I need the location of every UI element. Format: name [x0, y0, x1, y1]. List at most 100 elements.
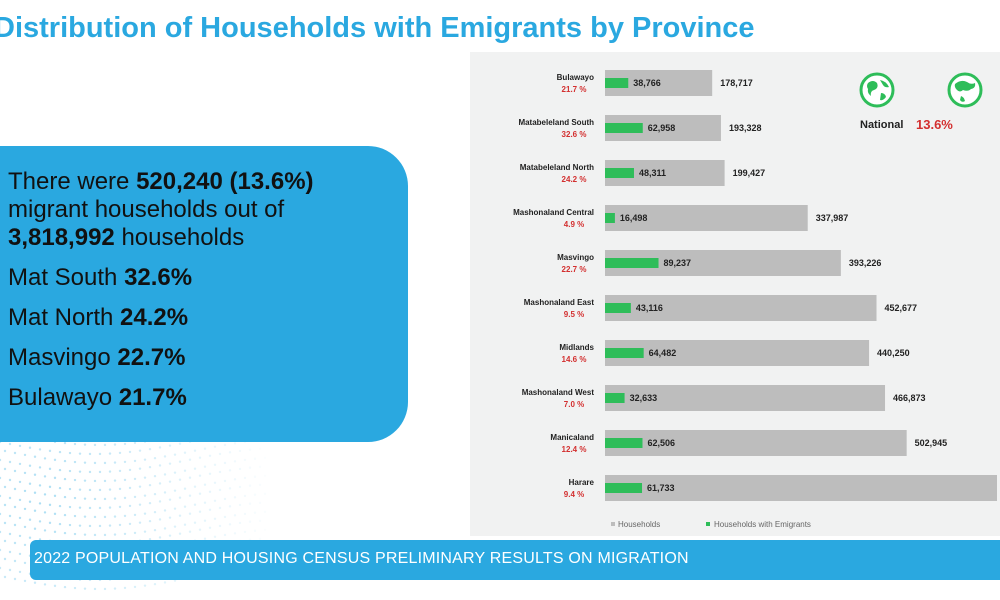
- decor-dot: [123, 514, 127, 518]
- decor-dot: [93, 587, 97, 591]
- decor-dot: [48, 485, 52, 489]
- category-percent: 24.2 %: [562, 175, 587, 184]
- footer-text: 2022 POPULATION AND HOUSING CENSUS PRELI…: [34, 550, 689, 567]
- category-label: Matabeleland South: [518, 118, 594, 127]
- decor-dot: [48, 503, 52, 507]
- decor-dot: [168, 480, 172, 483]
- decor-dot: [258, 519, 262, 523]
- decor-dot: [173, 507, 177, 510]
- decor-dot: [178, 442, 182, 445]
- national-label: National: [860, 119, 903, 131]
- decor-dot: [38, 448, 42, 451]
- summary-callout: There were 520,240 (13.6%) migrant house…: [0, 146, 408, 442]
- summary-post-text: households: [114, 224, 245, 251]
- households-value-label: 452,677: [885, 303, 918, 313]
- decor-dot: [153, 474, 157, 478]
- decor-dot: [223, 515, 227, 519]
- decor-dot: [233, 460, 237, 463]
- category-label: Bulawayo: [557, 73, 594, 82]
- households-value-label: 337,987: [816, 213, 849, 223]
- decor-dot: [173, 471, 177, 474]
- decor-dot: [238, 521, 242, 525]
- decor-dot: [233, 496, 237, 499]
- decor-dot: [13, 469, 17, 473]
- households-value-label: 502,945: [915, 438, 948, 448]
- decor-dot: [228, 469, 232, 472]
- decor-dot: [168, 444, 172, 447]
- decor-dot: [248, 520, 252, 523]
- category-percent: 7.0 %: [564, 400, 584, 409]
- decor-dot: [213, 481, 217, 484]
- decor-dot: [213, 445, 217, 448]
- decor-dot: [43, 475, 47, 478]
- decor-dot: [218, 524, 222, 528]
- decor-dot: [133, 495, 137, 499]
- decor-dot: [83, 587, 87, 590]
- decor-dot: [33, 455, 37, 458]
- decor-dot: [63, 495, 67, 499]
- decor-dot: [13, 577, 17, 581]
- decor-dot: [8, 442, 12, 446]
- decor-dot: [8, 514, 12, 518]
- decor-dot: [188, 494, 192, 497]
- decor-dot: [43, 583, 47, 586]
- decor-dot: [148, 519, 152, 523]
- decor-dot: [73, 478, 77, 482]
- decor-dot: [13, 559, 17, 563]
- decor-dot: [128, 450, 132, 454]
- decor-dot: [264, 457, 266, 459]
- decor-dot: [0, 548, 2, 552]
- bar-emigrants: [605, 123, 643, 133]
- category-percent: 32.6 %: [562, 130, 587, 139]
- decor-dot: [198, 456, 202, 459]
- decor-dot: [183, 451, 187, 454]
- decor-dot: [93, 515, 97, 519]
- decor-dot: [248, 466, 252, 469]
- decor-dot: [153, 510, 157, 514]
- decor-dot: [193, 521, 197, 524]
- decor-dot: [18, 552, 22, 556]
- category-percent: 22.7 %: [562, 265, 587, 274]
- decor-dot: [233, 478, 237, 481]
- decor-dot: [208, 454, 212, 457]
- stat-label: Mat North: [8, 304, 121, 331]
- decor-dot: [38, 520, 42, 523]
- decor-dot: [0, 458, 2, 462]
- decor-dot: [208, 526, 212, 529]
- decor-dot: [83, 533, 87, 536]
- bar-households: [605, 205, 808, 231]
- decor-dot: [208, 508, 212, 511]
- decor-dot: [73, 460, 77, 464]
- category-label: Midlands: [559, 343, 594, 352]
- category-percent: 4.9 %: [564, 220, 584, 229]
- summary-line-1: There were 520,240 (13.6%): [8, 168, 408, 196]
- page-title: Distribution of Households with Emigrant…: [0, 12, 755, 44]
- decor-dot: [88, 452, 92, 456]
- decor-dot: [138, 467, 142, 470]
- bar-emigrants: [605, 438, 643, 448]
- decor-dot: [133, 531, 137, 535]
- decor-dot: [0, 566, 2, 570]
- decor-dot: [63, 477, 67, 481]
- decor-dot: [228, 505, 232, 508]
- decor-dot: [158, 446, 162, 449]
- legend-swatch-emigrants: [706, 522, 710, 526]
- decor-dot: [18, 480, 22, 484]
- decor-dot: [188, 530, 192, 533]
- bar-households: [605, 475, 997, 501]
- decor-dot: [118, 523, 122, 527]
- households-value-label: 393,226: [849, 258, 882, 268]
- decor-dot: [238, 449, 242, 453]
- decor-dot: [178, 460, 182, 463]
- decor-dot: [143, 494, 147, 497]
- decor-dot: [73, 532, 77, 536]
- decor-dot: [98, 470, 102, 474]
- decor-dot: [88, 470, 92, 474]
- decor-dot: [113, 497, 117, 500]
- decor-dot: [78, 506, 82, 509]
- bar-households: [605, 340, 870, 366]
- decor-dot: [153, 492, 157, 496]
- decor-dot: [158, 482, 162, 485]
- decor-dot: [133, 513, 137, 517]
- decor-dot: [248, 502, 252, 505]
